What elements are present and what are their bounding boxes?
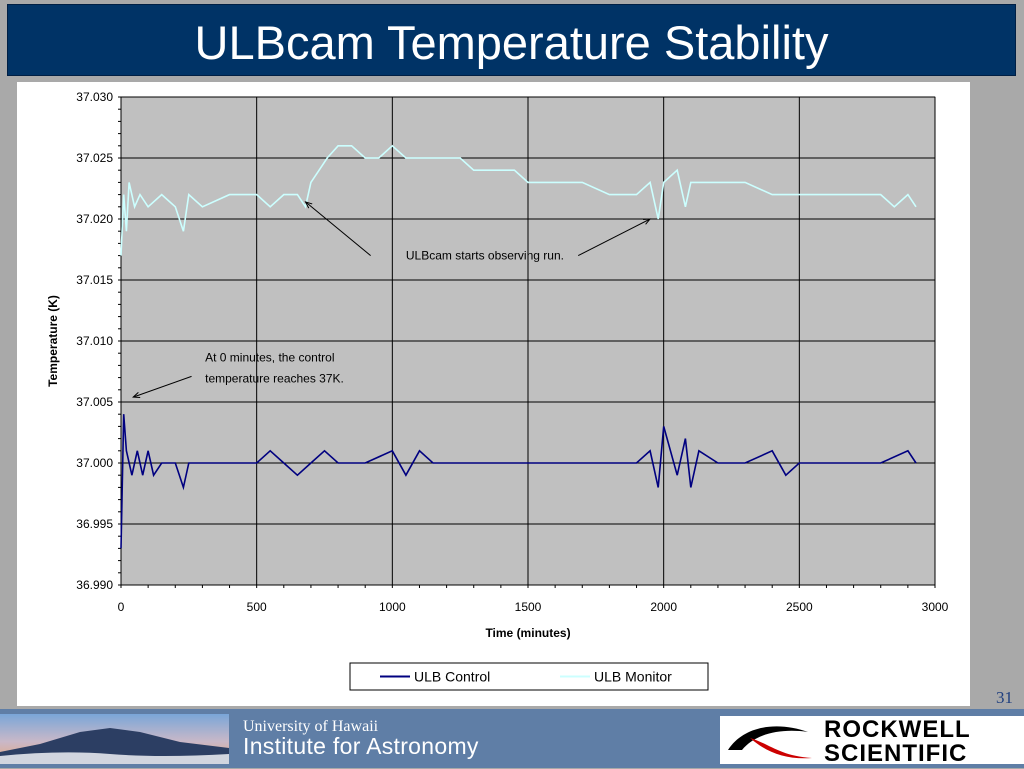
x-tick-label: 2000 (650, 600, 677, 614)
legend-label-1: ULB Monitor (594, 669, 672, 685)
y-tick-label: 37.020 (76, 212, 113, 226)
legend-label-0: ULB Control (414, 669, 490, 685)
logo-line-1: ROCKWELL (824, 716, 971, 743)
rockwell-swoosh-icon (728, 726, 812, 759)
annotation-arrow (577, 218, 651, 257)
annotation-arrowhead (643, 218, 652, 225)
slide-number: 31 (996, 688, 1013, 707)
annotation-text: temperature reaches 37K. (205, 371, 344, 385)
y-tick-label: 37.005 (76, 395, 113, 409)
y-tick-label: 36.990 (76, 578, 113, 592)
x-axis-title: Time (minutes) (485, 626, 570, 640)
x-tick-label: 3000 (922, 600, 949, 614)
annotation-arrow (305, 201, 371, 256)
logo-line-2: SCIENTIFIC (824, 740, 968, 767)
series-line-0 (120, 414, 917, 549)
x-tick-label: 500 (247, 600, 267, 614)
series-line-1 (120, 144, 917, 256)
y-tick-label: 37.015 (76, 273, 113, 287)
title-bar: ULBcam Temperature Stability (7, 4, 1016, 76)
mauna-kea-photo-icon (0, 714, 229, 764)
y-axis-title: Temperature (K) (46, 295, 60, 387)
y-tick-label: 37.010 (76, 334, 113, 348)
slide-title: ULBcam Temperature Stability (194, 16, 829, 69)
y-tick-label: 37.030 (76, 90, 113, 104)
x-tick-label: 1500 (515, 600, 542, 614)
y-tick-label: 37.025 (76, 151, 113, 165)
x-tick-label: 1000 (379, 600, 406, 614)
annotation-arrowhead (304, 201, 313, 209)
y-tick-label: 37.000 (76, 456, 113, 470)
annotation-text: ULBcam starts observing run. (406, 248, 564, 262)
x-tick-label: 0 (118, 600, 125, 614)
chart: 36.990 36.995 37.000 37.005 37.010 37.015 37.0… (46, 90, 949, 691)
annotation-text: At 0 minutes, the control (205, 351, 334, 365)
y-tick-label: 36.995 (76, 517, 113, 531)
annotation-arrow (133, 375, 192, 398)
x-tick-label: 2500 (786, 600, 813, 614)
annotation-arrowhead (132, 392, 141, 399)
footer-institute: Institute for Astronomy (243, 733, 479, 759)
footer-university: University of Hawaii (243, 718, 379, 735)
rockwell-logo (720, 716, 1024, 764)
chart-panel: 36.990 36.995 37.000 37.005 37.010 37.015 37.0… (17, 82, 970, 706)
